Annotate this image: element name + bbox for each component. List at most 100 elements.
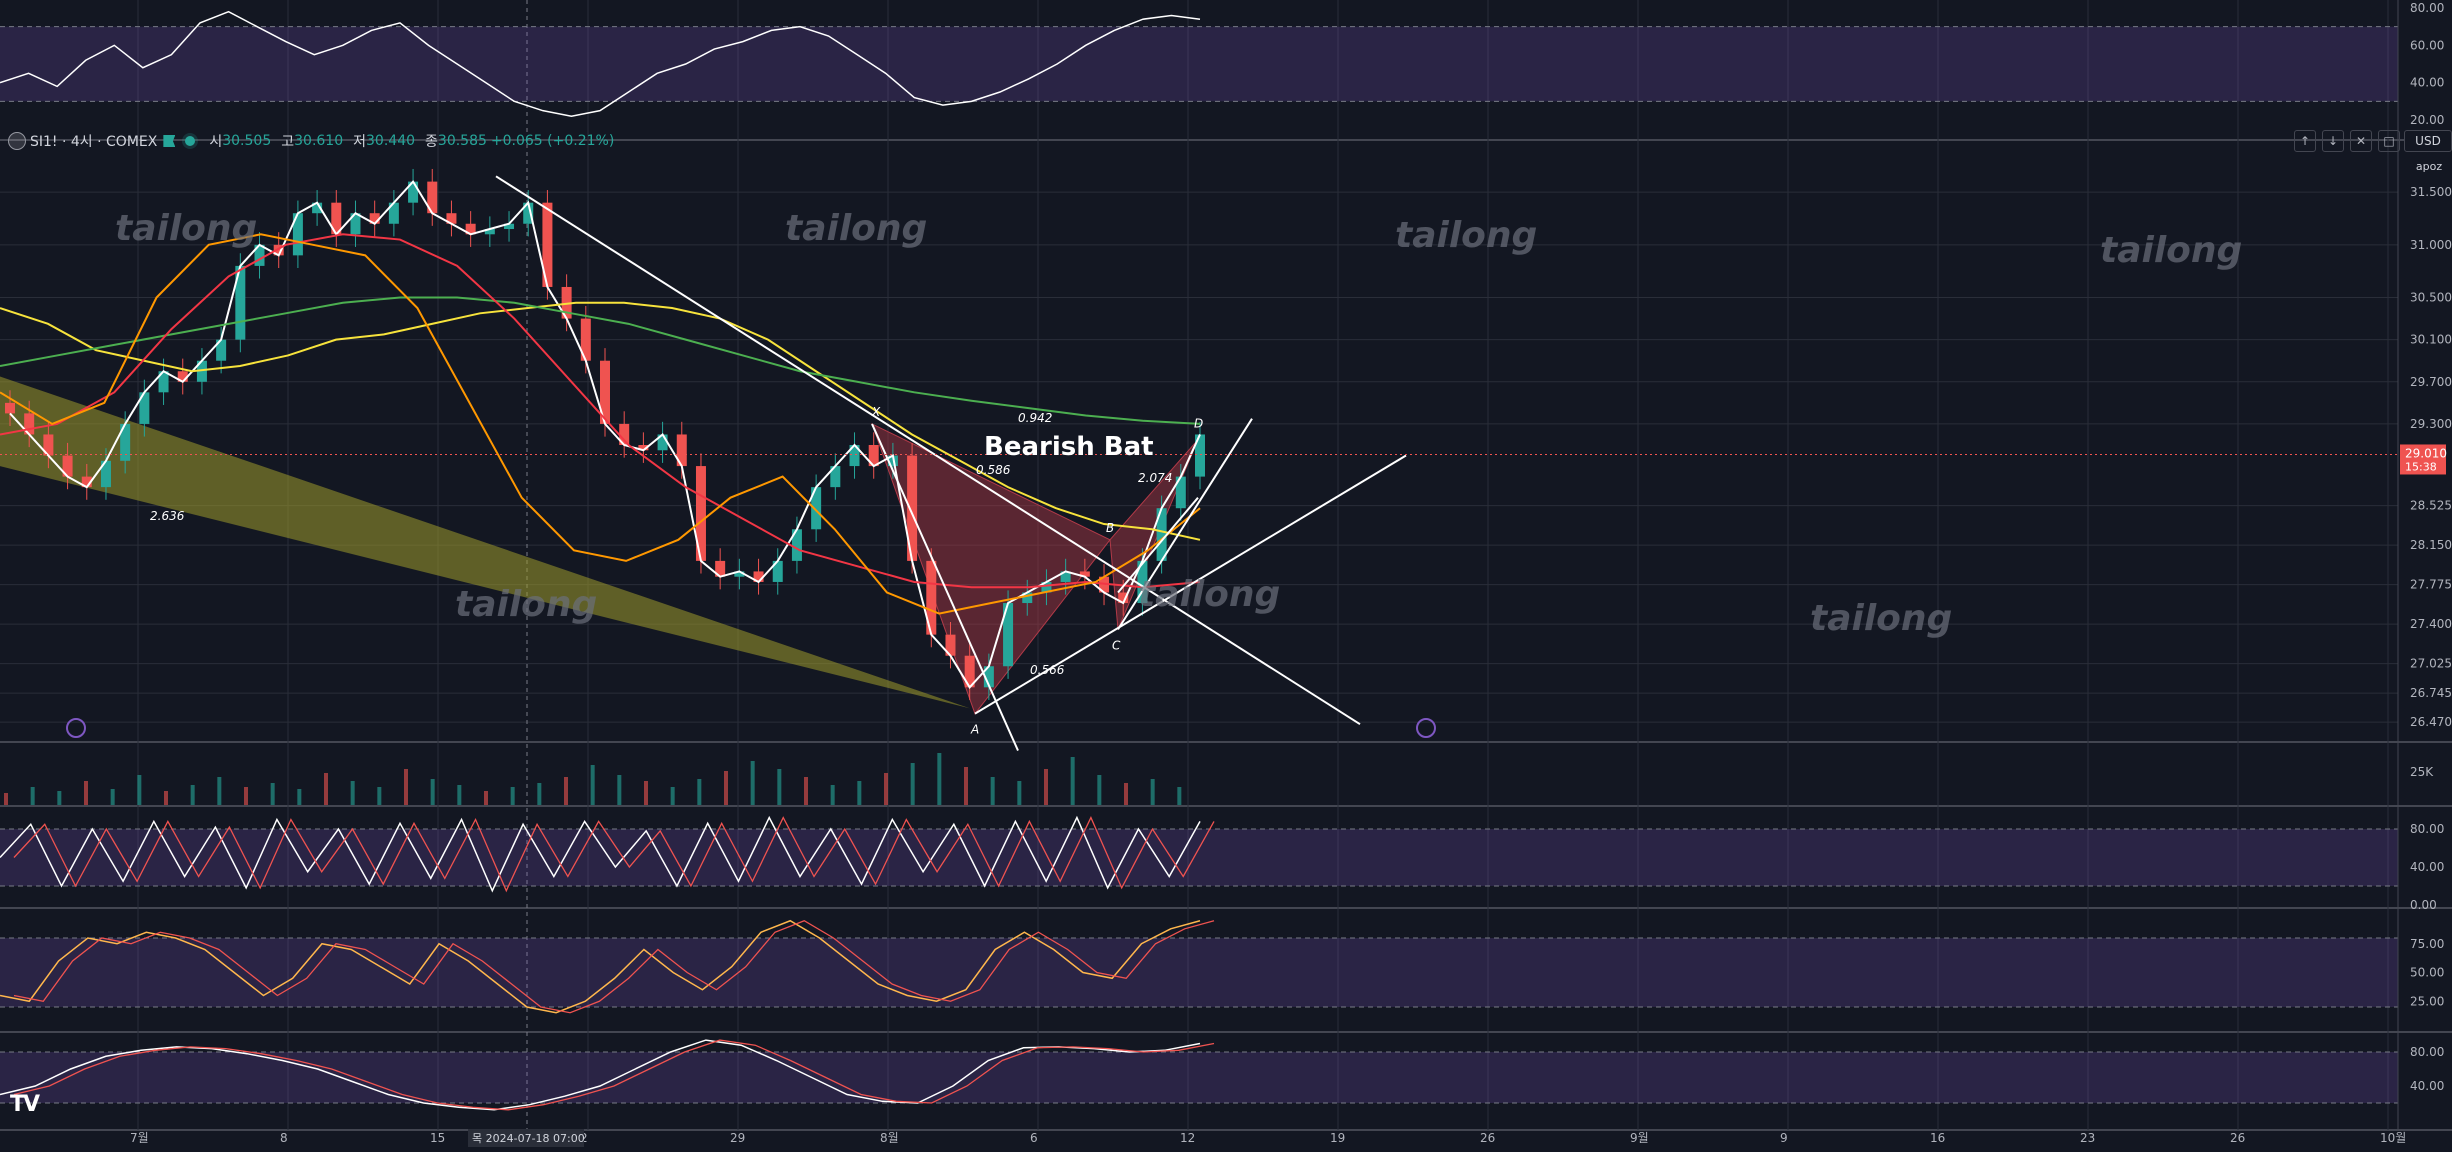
time-label: 15	[430, 1131, 445, 1145]
candle-body	[216, 339, 227, 361]
move-up-icon[interactable]: ↑	[2294, 130, 2316, 152]
volume-bars	[4, 753, 1182, 805]
volume-bar	[350, 781, 355, 805]
volume-bar	[910, 763, 915, 805]
trend-line	[974, 454, 1407, 715]
last-price: 29.010	[2405, 446, 2447, 460]
volume-bar	[830, 785, 835, 805]
scale-mode[interactable]: apoz	[2415, 159, 2443, 173]
pattern-name: Bearish Bat	[984, 432, 1154, 462]
volume-bar	[750, 761, 755, 805]
indicator-line	[0, 1039, 1201, 1111]
volume-bar	[457, 785, 462, 805]
volume-bar	[84, 781, 88, 805]
pattern-ratio: 0.586	[976, 463, 1011, 477]
volume-bar	[4, 793, 8, 805]
axis-tick: 25.00	[2410, 994, 2444, 1008]
market-status-icon	[185, 136, 196, 146]
candle-body	[657, 434, 668, 451]
indicator-line	[0, 10, 1201, 118]
volume-bar	[270, 783, 275, 805]
volume-bar	[164, 791, 168, 805]
volume-bar	[804, 777, 808, 805]
candle-body	[1156, 508, 1167, 561]
candle-body	[331, 202, 342, 235]
axis-tick: 80.00	[2410, 1, 2444, 15]
candle-body	[1060, 571, 1071, 582]
volume-bar	[777, 769, 782, 805]
price-candles	[5, 168, 1205, 700]
volume-bar	[990, 777, 995, 805]
move-down-icon[interactable]: ↓	[2322, 130, 2344, 152]
candle-body	[254, 244, 265, 266]
candle-body	[1195, 434, 1205, 477]
indicator-line	[0, 815, 1201, 893]
time-label: 16	[1930, 1131, 1945, 1145]
currency-select[interactable]: USD	[2404, 130, 2452, 152]
time-label: 23	[2080, 1131, 2095, 1145]
axis-tick: 60.00	[2410, 38, 2444, 52]
volume-bar	[297, 789, 302, 805]
axis-tick: 27.775	[2410, 578, 2452, 592]
candle-body	[695, 466, 706, 561]
wedge-drawing	[0, 376, 970, 709]
ohlc-high-label: 고	[281, 134, 295, 150]
volume-bar	[617, 775, 622, 805]
watermark: tailong	[2100, 230, 2242, 271]
volume-tick: 25K	[2410, 765, 2434, 779]
volume-bar	[510, 787, 515, 805]
candle-body	[388, 202, 399, 224]
jump-to-bar-icon	[66, 718, 86, 738]
jump-to-bar-icon	[1416, 718, 1436, 738]
countdown: 15:38	[2405, 460, 2437, 473]
pattern-point: C	[1112, 638, 1121, 652]
candle-body	[1041, 581, 1052, 593]
volume-bar	[857, 781, 862, 805]
volume-bar	[1070, 757, 1075, 805]
symbol-header[interactable]: SI1! · 4시 · COMEX 시 30.505 고 30.610 저 30.44…	[0, 128, 618, 154]
candle-body	[273, 244, 284, 256]
candle-body	[369, 213, 380, 224]
axis-tick: 40.00	[2410, 1079, 2444, 1093]
axis-tick: 26.745	[2410, 686, 2452, 700]
indicator-signal-line	[13, 816, 1215, 893]
candle-body	[177, 371, 188, 382]
trend-line	[495, 175, 1361, 726]
volume-bar	[404, 769, 408, 805]
symbol-icon	[8, 132, 26, 150]
pattern-point: B	[1106, 521, 1114, 535]
candle-body	[983, 666, 994, 688]
tradingview-logo[interactable]: TV	[10, 1092, 40, 1117]
candle-body	[484, 229, 495, 235]
collapse-icon[interactable]: ✕	[2350, 130, 2372, 152]
candle-body	[120, 423, 131, 461]
volume-bar	[884, 773, 888, 805]
volume-bar	[1177, 787, 1182, 805]
indicator-signal-line	[13, 920, 1215, 1014]
axis-tick: 31.000	[2410, 238, 2452, 252]
maximize-icon[interactable]: □	[2378, 130, 2400, 152]
volume-bar	[697, 779, 702, 805]
moving-averages	[0, 233, 1201, 615]
candle-body	[408, 181, 419, 203]
flag-icon[interactable]	[163, 135, 176, 147]
candle-body	[24, 413, 35, 435]
candle-body	[753, 571, 764, 582]
volume-bar	[57, 791, 62, 805]
candle-body	[465, 223, 476, 235]
trend-line	[1117, 497, 1199, 594]
time-label: 8	[280, 1131, 288, 1145]
crosshair-tag	[468, 1129, 584, 1147]
chart-labels: tailong tailong tailong tailong tailong tailo…	[66, 208, 2242, 738]
volume-bar	[1150, 779, 1155, 805]
bat-xab-triangle	[871, 422, 1111, 715]
ohlc-change: +0.065 (+0.21%)	[490, 133, 615, 149]
axis-tick: 50.00	[2410, 966, 2444, 980]
pattern-ratio: 0.942	[1018, 411, 1052, 425]
candle-body	[5, 402, 15, 414]
volume-bar	[537, 783, 542, 805]
axis-tick: 28.150	[2410, 538, 2452, 552]
